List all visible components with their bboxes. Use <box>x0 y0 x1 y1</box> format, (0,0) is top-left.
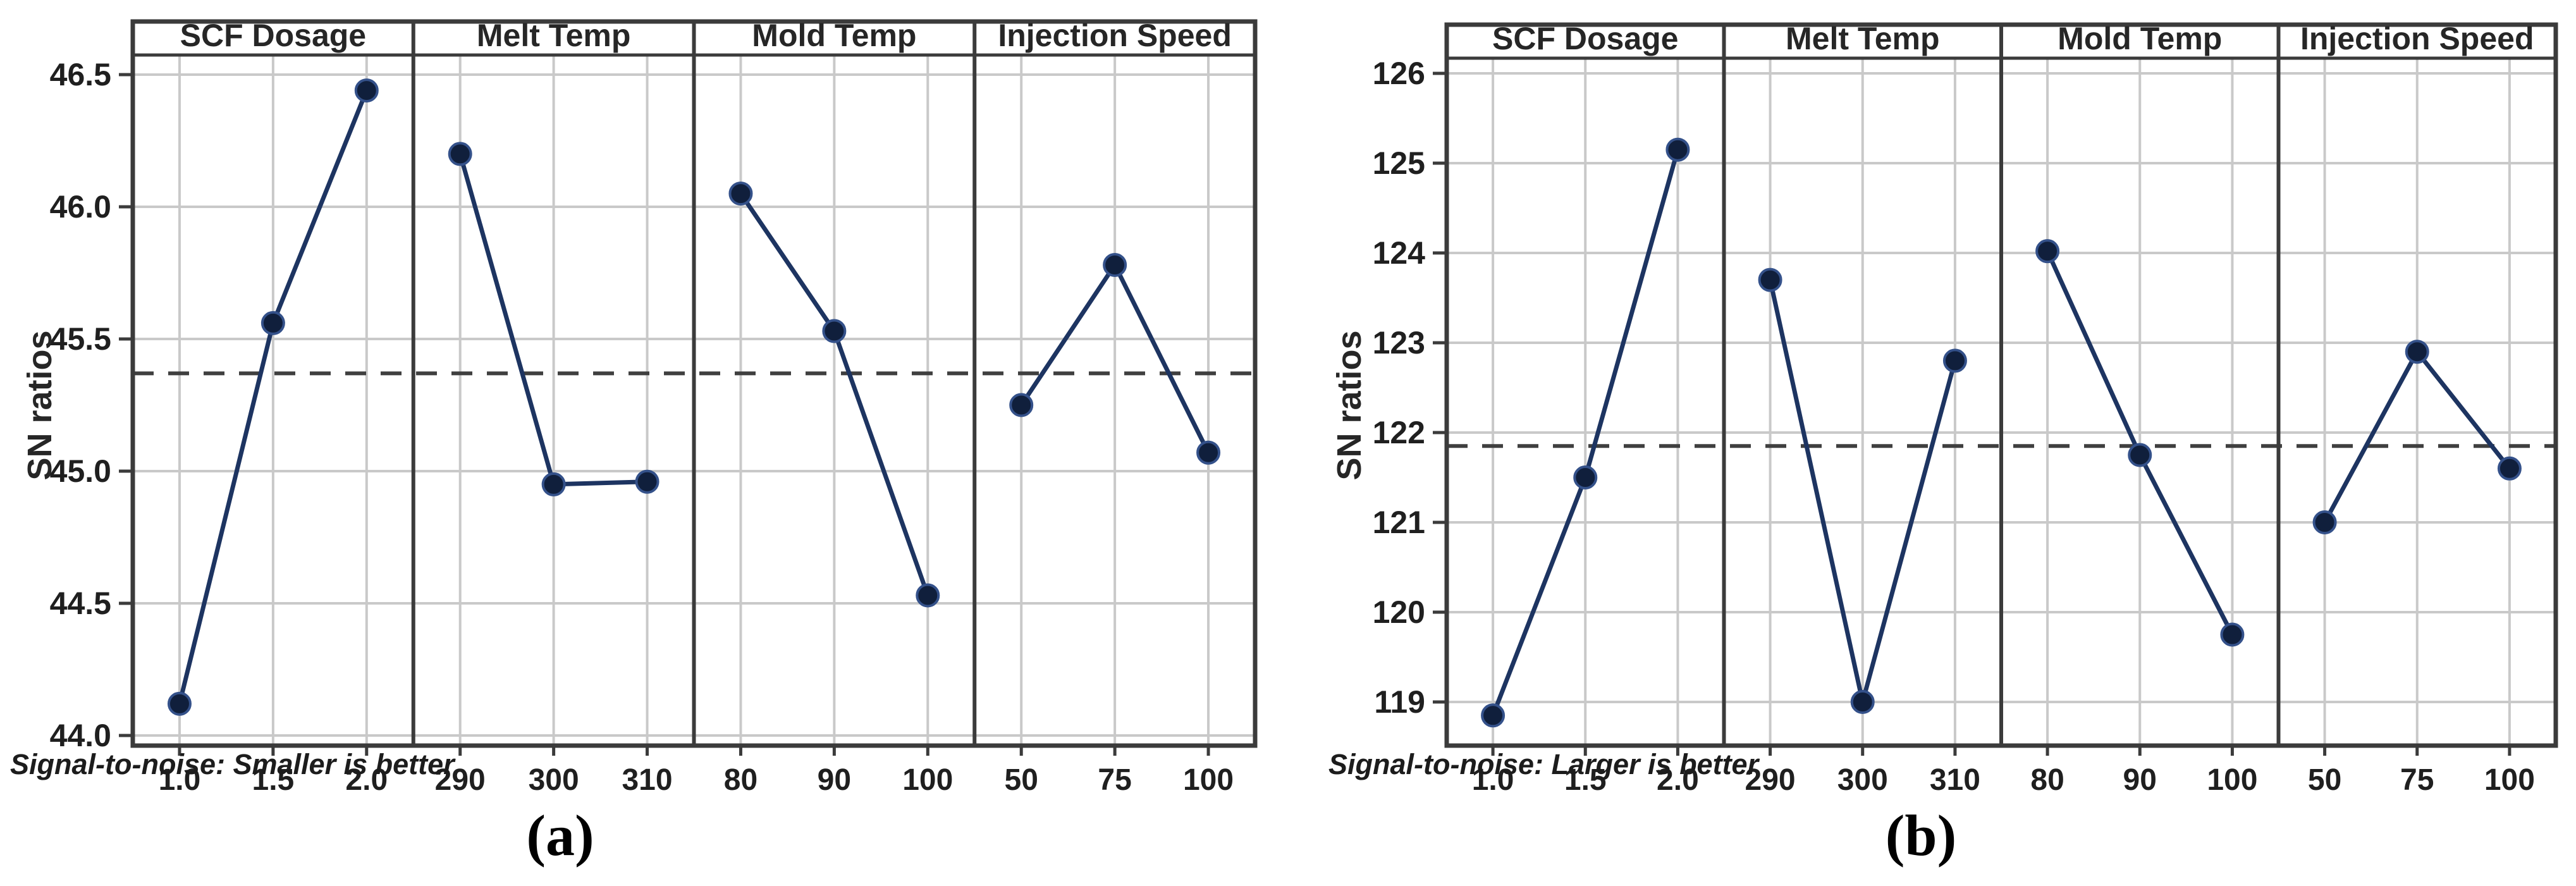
y-tick-label: 126 <box>1373 56 1425 91</box>
signal-to-noise-footnote: Signal-to-noise: Smaller is better <box>10 748 455 780</box>
data-point <box>822 319 847 343</box>
figure-b: SCF Dosage Melt Temp Mold Temp Injection Sp… <box>1288 0 2576 886</box>
x-tick-label: 50 <box>1005 763 1038 797</box>
y-tick-label: 45.5 <box>50 321 111 357</box>
x-tick-label: 80 <box>724 763 757 797</box>
panel-title: Mold Temp <box>2058 21 2222 56</box>
data-point <box>916 583 940 608</box>
panel-title: Mold Temp <box>752 18 916 53</box>
x-tick-label: 310 <box>1930 763 1980 797</box>
x-tick-label: 300 <box>529 763 579 797</box>
x-tick-label: 290 <box>1745 763 1796 797</box>
data-point <box>541 472 566 496</box>
y-tick-label: 44.0 <box>50 718 111 753</box>
x-tick-label: 80 <box>2030 763 2064 797</box>
subfigure-caption-b: (b) <box>1885 803 1957 868</box>
x-tick-label: 90 <box>2123 763 2157 797</box>
subfigure-caption-a: (a) <box>526 803 594 868</box>
x-tick-label: 290 <box>435 763 486 797</box>
data-point <box>1665 137 1690 162</box>
data-point <box>1573 465 1598 489</box>
data-point <box>2220 622 2245 647</box>
y-tick-label: 123 <box>1373 325 1425 360</box>
y-tick-label: 45.0 <box>50 453 111 489</box>
data-point <box>1196 440 1221 465</box>
y-tick-label: 120 <box>1373 594 1425 630</box>
y-tick-label: 124 <box>1373 235 1426 271</box>
data-point <box>1103 252 1127 277</box>
x-tick-label: 100 <box>902 763 953 797</box>
x-tick-label: 1.0 <box>159 763 201 797</box>
x-tick-label: 100 <box>1183 763 1234 797</box>
panel-title: Injection Speed <box>998 18 1232 53</box>
data-point <box>2035 239 2060 264</box>
data-point <box>354 78 379 103</box>
data-point <box>1481 703 1506 728</box>
main-effects-chart-b: SCF Dosage Melt Temp Mold Temp Injection Sp… <box>1373 21 2558 797</box>
x-tick-label: 2.0 <box>345 763 388 797</box>
x-tick-label: 300 <box>1837 763 1888 797</box>
y-tick-label: 125 <box>1373 145 1425 181</box>
data-point <box>2497 456 2522 481</box>
data-point <box>2128 443 2152 467</box>
y-tick-label: 46.0 <box>50 189 111 225</box>
panel-title: SCF Dosage <box>180 18 367 53</box>
plot-border <box>130 19 1258 748</box>
data-point <box>2405 340 2429 364</box>
signal-to-noise-footnote: Signal-to-noise: Larger is better <box>1328 748 1759 780</box>
x-tick-label: 100 <box>2207 763 2257 797</box>
x-tick-label: 90 <box>818 763 851 797</box>
x-tick-label: 1.5 <box>252 763 295 797</box>
data-point <box>1009 393 1034 417</box>
y-axis-title: SN ratios <box>21 330 59 481</box>
data-point <box>261 311 285 335</box>
x-tick-label: 50 <box>2308 763 2341 797</box>
panel-title: Melt Temp <box>1786 21 1940 56</box>
y-tick-label: 44.5 <box>50 586 111 621</box>
data-point <box>1758 268 1782 292</box>
data-point <box>1942 348 1967 373</box>
figure-a: SCF Dosage Melt Temp Mold Temp Injection Sp… <box>10 18 1258 868</box>
x-tick-label: 310 <box>622 763 672 797</box>
panel-title: SCF Dosage <box>1492 21 1679 56</box>
data-point <box>2312 510 2337 534</box>
y-tick-label: 121 <box>1373 505 1425 540</box>
data-point <box>635 469 659 494</box>
plot-border <box>1444 22 2558 748</box>
data-point <box>728 182 753 206</box>
main-effects-chart-a: SCF Dosage Melt Temp Mold Temp Injection Sp… <box>50 18 1258 797</box>
x-tick-label: 75 <box>1098 763 1131 797</box>
y-axis-title: SN ratios <box>1330 330 1368 481</box>
y-tick-label: 119 <box>1374 684 1425 720</box>
x-tick-label: 1.0 <box>1472 763 1514 797</box>
y-tick-label: 122 <box>1373 415 1425 450</box>
panel-title: Injection Speed <box>2300 21 2534 56</box>
x-tick-label: 75 <box>2400 763 2434 797</box>
data-point <box>167 691 192 716</box>
panel-title: Melt Temp <box>477 18 631 53</box>
x-tick-label: 100 <box>2484 763 2535 797</box>
x-tick-label: 2.0 <box>1657 763 1699 797</box>
data-point <box>1850 690 1875 714</box>
y-tick-label: 46.5 <box>50 57 111 92</box>
data-point <box>448 142 472 166</box>
x-tick-label: 1.5 <box>1564 763 1607 797</box>
